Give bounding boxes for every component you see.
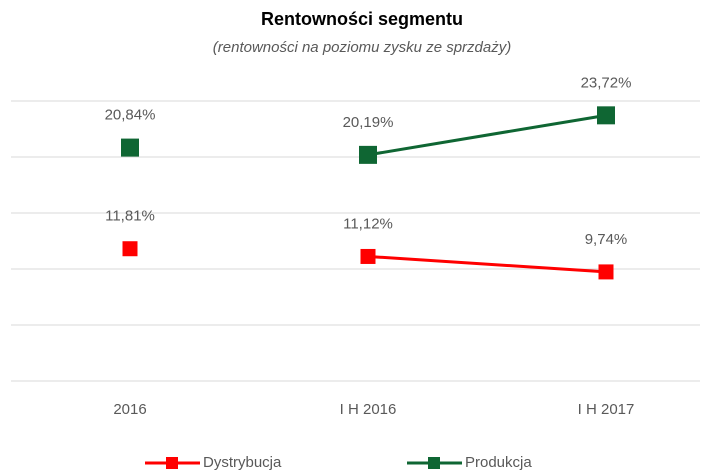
data-label: 9,74% [585,231,628,248]
marker [597,106,615,125]
x-tick-label: I H 2017 [578,401,635,418]
legend-marker [428,457,440,469]
marker [121,138,139,157]
x-tick-label: I H 2016 [340,401,397,418]
legend-label: Dystrybucja [203,454,282,471]
data-label: 11,12% [343,215,393,232]
chart-title: Rentowności segmentu [261,9,463,29]
legend-marker [166,457,178,469]
legend-label: Produkcja [465,454,532,471]
data-label: 20,84% [105,107,156,124]
data-label: 11,81% [105,208,155,225]
marker [360,248,376,264]
chart-subtitle: (rentowności na poziomu zysku ze sprzdaż… [213,39,511,56]
marker [122,241,138,257]
marker [598,264,614,280]
series-line [367,254,607,274]
series-line [367,113,607,157]
x-tick-label: 2016 [113,401,146,418]
data-label: 20,19% [343,114,394,131]
data-label: 23,72% [581,74,632,91]
marker [359,145,377,164]
